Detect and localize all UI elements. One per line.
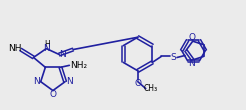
Text: O: O (188, 33, 195, 42)
Text: N: N (188, 59, 195, 68)
Text: NH: NH (8, 44, 21, 53)
Text: O: O (49, 90, 56, 99)
Text: N: N (33, 77, 40, 86)
Text: NH₂: NH₂ (70, 61, 87, 70)
Text: O: O (134, 79, 141, 88)
Text: N: N (43, 44, 50, 53)
Text: CH₃: CH₃ (144, 84, 158, 93)
Text: H: H (45, 40, 50, 49)
Text: S: S (170, 53, 176, 62)
Text: N: N (66, 77, 72, 86)
Text: N: N (59, 50, 65, 59)
